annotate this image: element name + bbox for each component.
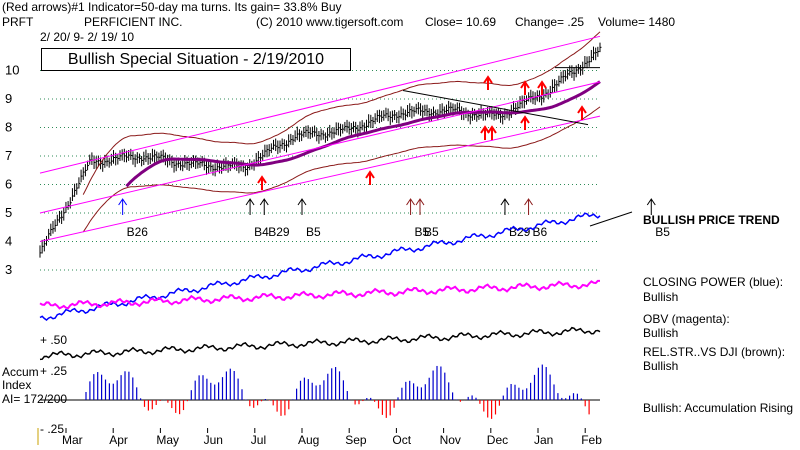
closing-power-line <box>39 212 601 321</box>
y-tick-4: 4 <box>5 234 12 249</box>
red-buy-arrow <box>257 175 267 190</box>
symbol: PRFT <box>2 15 34 29</box>
closing-power-label: CLOSING POWER (blue): <box>643 275 784 289</box>
close-value: Close= 10.69 <box>425 15 497 29</box>
month-tick-Jan: Jan <box>534 433 553 447</box>
month-tick-Jun: Jun <box>204 433 223 447</box>
date-range: 2/ 20/ 9- 2/ 19/ 10 <box>40 30 135 44</box>
y-tick-9: 9 <box>5 91 12 106</box>
plus25-label: + .25 <box>40 364 68 378</box>
month-tick-Feb: Feb <box>581 433 602 447</box>
month-tick-Jul: Jul <box>251 433 266 447</box>
y-tick-10: 10 <box>5 63 19 78</box>
accum-label: Accum <box>2 365 39 379</box>
month-tick-Sep: Sep <box>345 433 367 447</box>
signal-label-B29-2: B29 <box>268 225 290 239</box>
y-tick-8: 8 <box>5 120 12 135</box>
signal-arrow <box>500 198 510 215</box>
signal-label-B26-0: B26 <box>127 225 149 239</box>
signal-arrow <box>415 198 425 215</box>
rel-strength-label: REL.STR..VS DJI (brown): <box>643 345 786 359</box>
red-buy-arrow <box>487 125 497 140</box>
signal-arrow <box>524 198 533 215</box>
indicator-line: (Red arrows)#1 Indicator=50-day ma turns… <box>2 0 342 14</box>
month-tick-Apr: Apr <box>109 433 128 447</box>
y-tick-7: 7 <box>5 148 12 163</box>
month-tick-May: May <box>156 433 179 447</box>
red-buy-arrow <box>577 105 587 120</box>
signal-arrow <box>646 198 656 215</box>
lower-band-line <box>82 106 601 233</box>
signal-label-B4-1: B4 <box>254 225 269 239</box>
signal-arrow <box>118 198 128 215</box>
signal-label-B5-4: B5 <box>415 225 430 239</box>
month-tick-Nov: Nov <box>440 433 461 447</box>
index-label: Index <box>2 378 32 392</box>
signal-label-B5-5: B5 <box>424 225 439 239</box>
trend-arrow-line <box>589 211 633 227</box>
accumulation-summary: Bullish: Accumulation Rising <box>643 401 794 415</box>
trend-label: BULLISH PRICE TREND <box>643 213 780 227</box>
y-tick-6: 6 <box>5 177 12 192</box>
red-buy-arrow <box>520 115 530 130</box>
chart-title: Bullish Special Situation - 2/19/2010 <box>41 48 351 71</box>
company-name: PERFICIENT INC. <box>84 15 183 29</box>
month-tick-Dec: Dec <box>487 433 508 447</box>
signal-label-B5-3: B5 <box>306 225 321 239</box>
copyright: (C) 2010 www.tigersoft.com <box>256 15 404 29</box>
signal-label-B29-6: B29 <box>509 225 531 239</box>
rel-strength-line <box>39 326 601 361</box>
month-tick-Oct: Oct <box>392 433 411 447</box>
obv-label: OBV (magenta): <box>643 312 730 326</box>
red-buy-arrow <box>520 80 530 95</box>
rel-strength-value: Bullish <box>643 359 679 373</box>
upper-channel-line <box>39 35 601 174</box>
volume-value: Volume= 1480 <box>598 15 676 29</box>
change-value: Change= .25 <box>515 15 585 29</box>
mid-channel-line <box>39 81 601 214</box>
red-buy-arrow <box>480 125 490 140</box>
y-tick-3: 3 <box>5 262 12 277</box>
red-buy-arrow <box>483 75 493 90</box>
red-buy-arrow <box>365 170 375 185</box>
month-tick-Mar: Mar <box>62 433 83 447</box>
signal-arrow <box>245 198 255 215</box>
minus25-label: - .25 <box>40 422 65 436</box>
signal-arrow <box>259 198 269 215</box>
obv-value: Bullish <box>643 326 679 340</box>
signal-label-B5-8: B5 <box>655 225 670 239</box>
signal-arrow <box>406 198 415 215</box>
y-tick-5: 5 <box>5 205 12 220</box>
lower-channel-line <box>39 115 601 242</box>
triangle-line <box>402 89 589 126</box>
month-tick-Aug: Aug <box>298 433 319 447</box>
signal-arrow <box>297 198 307 215</box>
closing-power-value: Bullish <box>643 290 679 304</box>
upper-band-line <box>82 31 601 195</box>
red-buy-arrow <box>537 80 547 95</box>
obv-line <box>39 279 600 310</box>
plus50-label: + .50 <box>40 333 68 347</box>
signal-label-B6-7: B6 <box>533 225 548 239</box>
ai-value: AI= 172/200 <box>2 392 68 406</box>
